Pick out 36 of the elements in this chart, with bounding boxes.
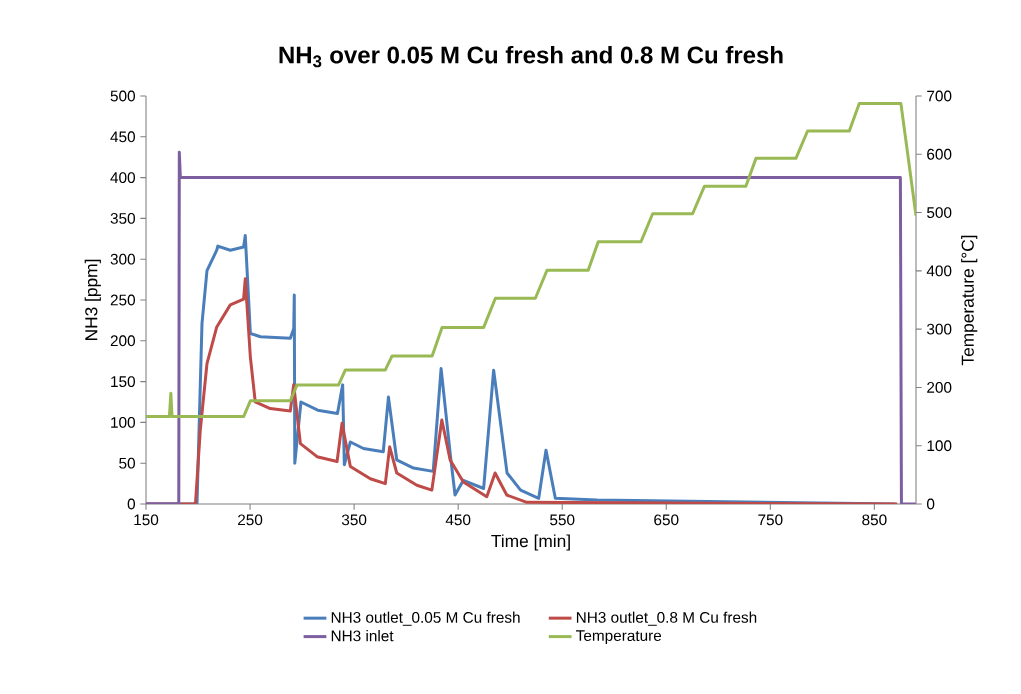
y-axis-title: NH3 [ppm]	[84, 259, 101, 340]
x-tick-label: 650	[654, 514, 679, 526]
x-tick-label: 350	[341, 514, 367, 526]
y2-tick-label: 0	[927, 498, 935, 510]
y-tick-label: 0	[127, 498, 135, 510]
y-tick-label: 200	[110, 335, 135, 347]
y-tick-label: 300	[110, 253, 135, 265]
y2-tick-label: 700	[927, 90, 952, 102]
y2-tick-label: 200	[927, 382, 952, 393]
y-tick-label: 500	[110, 90, 135, 102]
y-tick-label: 50	[119, 457, 135, 469]
y-tick-label: 250	[110, 294, 135, 306]
y2-tick-label: 600	[927, 148, 952, 160]
x-tick-label: 450	[445, 514, 471, 526]
y-tick-label: 350	[110, 212, 135, 224]
chart-title: NH$_{3}$ over 0.05 M Cu fresh and 0.8 M Cu fresh	[279, 45, 783, 68]
y2-tick-label: 500	[927, 207, 952, 218]
x-tick-label: 150	[134, 514, 159, 526]
legend-label: NH3 inlet	[331, 630, 394, 642]
y-tick-label: 150	[111, 376, 135, 388]
y2-tick-label: 300	[926, 323, 952, 335]
x-tick-label: 250	[238, 514, 263, 526]
x-tick-label: 850	[862, 514, 887, 526]
y-tick-label: 100	[111, 416, 135, 428]
x-tick-label: 550	[550, 514, 575, 526]
y2-tick-label: 100	[927, 440, 952, 452]
y-tick-label: 450	[110, 131, 135, 143]
legend-label: NH3 outlet_0.8 M Cu fresh	[576, 611, 757, 626]
y2-tick-label: 400	[926, 265, 952, 277]
y-tick-label: 400	[110, 172, 135, 184]
legend-label: Temperature	[576, 630, 662, 645]
x-tick-label: 750	[758, 514, 783, 526]
x-axis-title: Time [min]	[491, 534, 570, 551]
y2-axis-title: Temperature [°C]	[961, 235, 978, 366]
line-series	[146, 102, 916, 419]
legend-label: NH3 outlet_0.05 M Cu fresh	[331, 611, 520, 626]
